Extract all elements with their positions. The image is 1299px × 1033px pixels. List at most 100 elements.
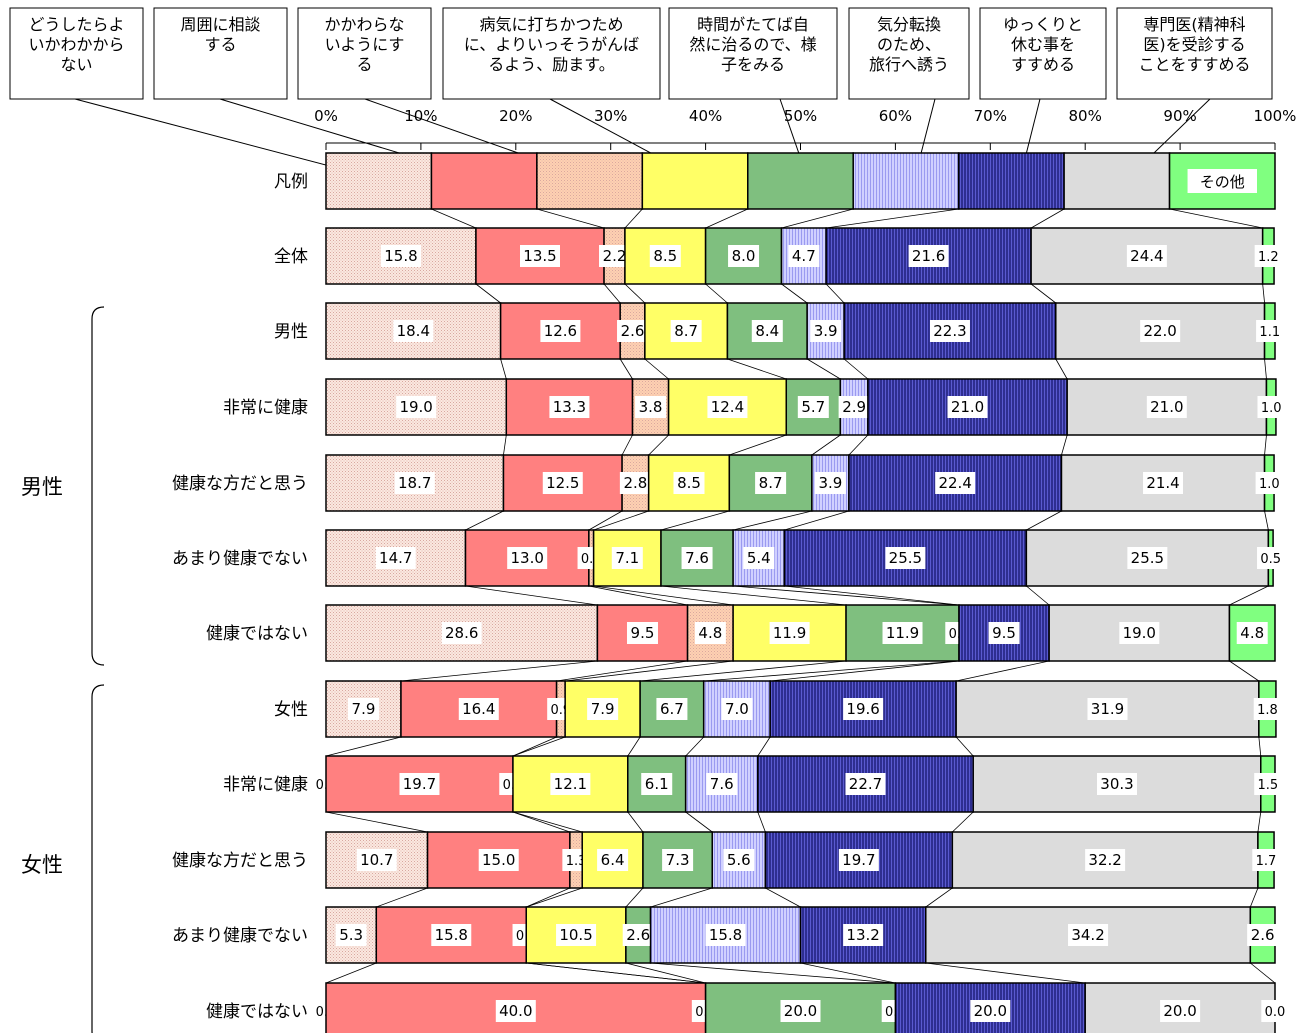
data-label-bg <box>694 622 726 644</box>
data-label-bg <box>375 547 416 569</box>
connector-line <box>650 962 896 984</box>
connector-line <box>826 208 959 229</box>
data-label-bg <box>1126 245 1167 267</box>
data-label: 30.3 <box>1100 775 1133 793</box>
data-label: 12.6 <box>544 322 577 340</box>
legend-bar: 凡例 その他 <box>274 152 1276 210</box>
data-label-bg <box>380 245 421 267</box>
bar-row: 健康ではない0.040.00.00.020.00.020.020.00.0 <box>206 982 1289 1033</box>
x-tick-label: 80% <box>1069 107 1102 125</box>
data-label-bg <box>550 773 591 795</box>
legend-callout-text: 気分転換 <box>877 15 941 34</box>
connector-line <box>733 585 960 606</box>
data-label-bg <box>845 773 886 795</box>
connector-line <box>757 811 766 833</box>
connector-line <box>325 962 377 984</box>
connector-line <box>685 736 704 757</box>
data-label-bg <box>519 245 560 267</box>
legend-row-label: 凡例 <box>274 172 308 192</box>
data-label: 18.7 <box>398 474 431 492</box>
connector-line <box>733 510 812 531</box>
connector-line <box>781 283 808 304</box>
data-label-bg <box>1143 472 1184 494</box>
data-label: 34.2 <box>1071 926 1104 944</box>
data-label-bg <box>1254 773 1282 795</box>
x-tick-label: 60% <box>879 107 912 125</box>
data-label-bg <box>1087 698 1128 720</box>
data-label: 7.6 <box>710 775 734 793</box>
data-label-bg <box>721 698 753 720</box>
data-label-bg <box>1068 924 1109 946</box>
connector-line <box>644 358 669 380</box>
data-label-bg <box>970 1000 1011 1022</box>
data-label: 1.7 <box>1256 854 1277 869</box>
data-label: 6.1 <box>645 775 669 793</box>
connector-line <box>503 434 507 456</box>
bar-row: 健康な方だと思う 10.7 15.0 1.3 6.4 7.3 5.6 19.7 32.2 1.7 <box>172 831 1280 889</box>
data-label-bg <box>399 773 440 795</box>
data-label-bg <box>1119 622 1160 644</box>
data-label: 9.5 <box>631 624 655 642</box>
data-label-bg <box>769 622 810 644</box>
connector-line <box>811 434 841 456</box>
bar-segment <box>564 680 641 738</box>
legend-callout-text: すすめる <box>1011 55 1075 74</box>
data-label-bg <box>706 773 738 795</box>
data-label-bg <box>626 622 658 644</box>
data-label: 5.7 <box>801 398 825 416</box>
x-tick-label: 50% <box>784 107 817 125</box>
data-label: 4.8 <box>1240 624 1264 642</box>
legend-swatch-1 <box>325 152 433 210</box>
data-label-bg <box>622 924 654 946</box>
data-label: 2.6 <box>1251 926 1275 944</box>
data-label-bg <box>619 472 651 494</box>
data-label: 1.5 <box>1258 778 1279 793</box>
data-label-bg <box>814 472 846 494</box>
legend-callout-text: 専門医(精神科 <box>1143 15 1245 34</box>
data-label-bg <box>1257 396 1285 418</box>
data-label-bg <box>797 396 829 418</box>
data-label: 7.3 <box>666 851 690 869</box>
data-label-bg <box>705 924 746 946</box>
data-label-bg <box>1236 622 1268 644</box>
connector-line <box>952 811 974 833</box>
connector-line <box>806 358 841 380</box>
data-label: 1.3 <box>566 854 587 869</box>
legend-callout-text: 休む事を <box>1011 35 1075 54</box>
legend-callout-text: いかわかから <box>28 35 124 54</box>
group-label: 男性 <box>21 475 63 499</box>
connector-line <box>848 434 869 456</box>
connector-line <box>526 887 583 908</box>
data-label: 20.0 <box>1163 1002 1196 1020</box>
data-label: 15.0 <box>482 851 515 869</box>
data-label: 14.7 <box>379 549 412 567</box>
data-label-bg <box>780 1000 821 1022</box>
data-label-bg <box>649 245 681 267</box>
legend-swatch-5 <box>747 152 854 210</box>
data-label: 19.0 <box>1123 624 1156 642</box>
connector-line <box>1026 585 1050 606</box>
connector-line <box>1257 811 1262 833</box>
data-label: 8.5 <box>677 474 701 492</box>
data-label-bg <box>728 245 760 267</box>
data-label-bg <box>838 849 879 871</box>
data-label-bg <box>1085 849 1126 871</box>
row-label: 健康ではない <box>206 624 308 644</box>
data-label-bg <box>394 472 435 494</box>
data-label-bg <box>641 773 673 795</box>
group-label: 女性 <box>21 853 63 877</box>
legend-swatch-3 <box>536 152 644 210</box>
data-label-bg <box>1261 1000 1289 1022</box>
data-label: 1.8 <box>1257 703 1278 718</box>
data-label: 15.8 <box>384 247 417 265</box>
data-label: 12.5 <box>546 474 579 492</box>
data-label-bg <box>1253 698 1282 720</box>
data-label: 22.7 <box>849 775 882 793</box>
data-label: 22.4 <box>938 474 971 492</box>
connector-line <box>625 887 644 908</box>
data-label-bg <box>1146 396 1187 418</box>
